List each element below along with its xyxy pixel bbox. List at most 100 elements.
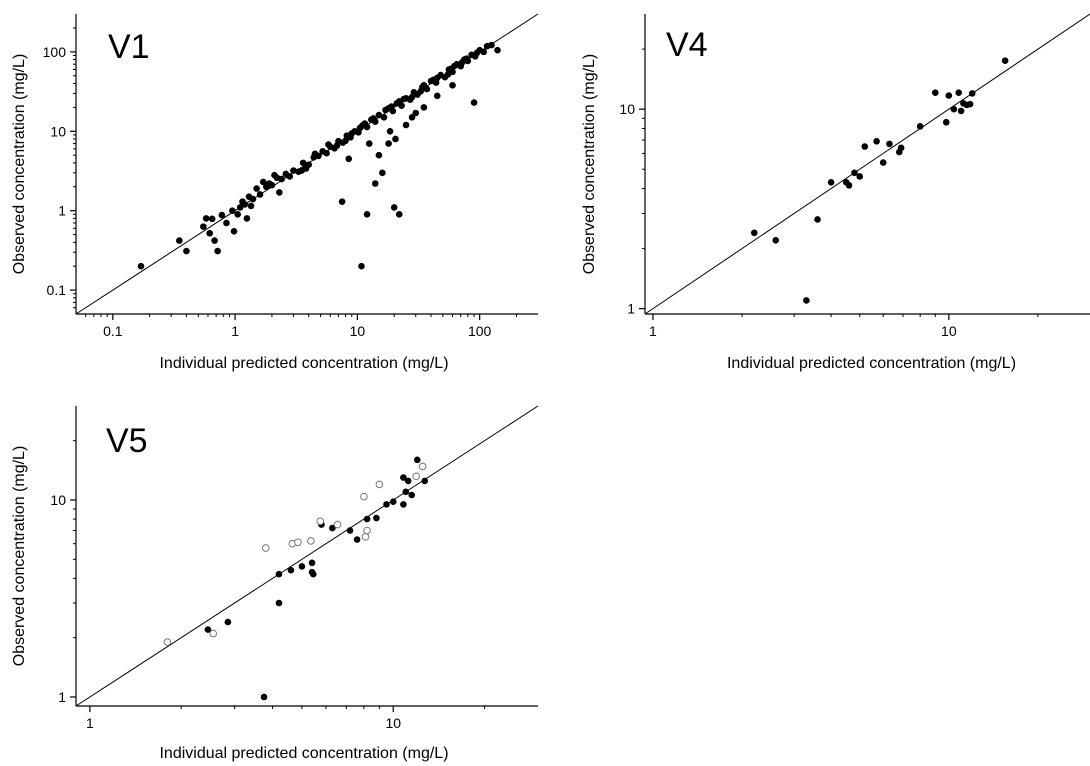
data-point — [353, 536, 361, 543]
data-point — [275, 599, 283, 607]
open-data-point — [163, 638, 172, 646]
data-point — [308, 559, 316, 567]
data-point — [230, 228, 238, 235]
open-data-point — [209, 629, 218, 638]
x-axis-label: Individual predicted concentration (mg/L… — [159, 355, 448, 372]
panel-label: V4 — [666, 26, 708, 64]
data-point — [298, 563, 306, 570]
y-tick-label: 1 — [58, 203, 66, 219]
data-point — [772, 237, 780, 244]
data-point — [260, 693, 268, 701]
data-point — [463, 55, 470, 63]
open-data-point — [375, 480, 384, 489]
data-point — [417, 87, 425, 95]
data-point — [333, 142, 341, 149]
data-point — [385, 140, 392, 147]
data-point — [243, 215, 251, 222]
data-point — [253, 185, 260, 192]
y-tick-label: 100 — [43, 44, 67, 60]
data-point — [395, 211, 403, 218]
open-data-point — [363, 526, 371, 535]
data-point — [873, 138, 880, 145]
data-point — [204, 626, 212, 633]
data-point — [256, 191, 264, 198]
data-point — [375, 151, 383, 159]
data-point — [750, 229, 758, 237]
panel-v5: 1 10 1 10 V5 Individual predicted concentrati… — [11, 405, 539, 762]
data-point — [290, 167, 297, 174]
y-axis-label: Observed concentration (mg/L) — [11, 54, 28, 275]
data-point — [176, 237, 183, 244]
data-point — [851, 169, 858, 177]
x-tick-label: 100 — [468, 323, 492, 339]
data-point — [229, 207, 236, 214]
data-point — [814, 216, 821, 223]
data-point — [420, 104, 428, 111]
data-point — [931, 89, 939, 96]
y-axis-label: Observed concentration (mg/L) — [11, 446, 28, 667]
y-tick-label: 1 — [627, 301, 635, 317]
open-data-point — [307, 537, 315, 545]
open-data-point — [412, 472, 420, 481]
data-point — [916, 123, 924, 130]
data-point — [408, 491, 415, 499]
data-point — [365, 140, 373, 147]
data-point — [402, 121, 410, 129]
data-point — [358, 262, 365, 270]
x-axis-label: Individual predicted concentration (mg/L… — [159, 745, 448, 762]
data-point — [218, 211, 226, 219]
data-point — [271, 171, 278, 179]
data-point — [413, 456, 421, 464]
x-axis-label: Individual predicted concentration (mg/L… — [727, 355, 1016, 372]
data-point — [224, 618, 232, 626]
data-point — [400, 95, 408, 103]
x-tick-label: 10 — [941, 323, 957, 339]
data-point — [325, 141, 332, 148]
data-point — [408, 93, 416, 101]
data-point — [390, 204, 398, 211]
data-point — [259, 178, 267, 186]
data-point — [223, 219, 230, 227]
data-point — [392, 135, 399, 143]
data-point — [861, 143, 869, 150]
data-point — [480, 48, 488, 56]
y-tick-label: 0.1 — [47, 282, 67, 298]
data-point — [957, 107, 965, 115]
data-point — [379, 169, 386, 177]
data-point — [447, 65, 455, 73]
data-point — [886, 140, 893, 148]
data-point — [408, 114, 416, 121]
panel-v1: 0.1 1 10 100 0.1 1 10 100 V1 Individual predicted… — [11, 13, 539, 372]
data-point — [380, 114, 388, 121]
open-data-point — [333, 520, 342, 529]
data-point — [211, 237, 218, 244]
open-data-point — [361, 533, 370, 541]
open-data-point — [294, 538, 302, 547]
data-point — [494, 46, 501, 54]
x-tick-label: 10 — [350, 323, 366, 339]
data-point — [346, 527, 354, 534]
panel-label: V1 — [108, 28, 150, 66]
data-point — [356, 124, 364, 132]
data-point — [421, 477, 429, 485]
y-tick-label: 10 — [619, 101, 635, 117]
data-point — [348, 130, 356, 137]
data-point — [276, 189, 283, 196]
data-point — [202, 215, 210, 222]
data-point — [404, 477, 412, 485]
data-point — [386, 127, 394, 135]
data-point — [363, 515, 371, 523]
open-data-point — [316, 517, 325, 526]
data-point — [400, 501, 407, 508]
data-point — [942, 118, 950, 126]
data-point — [966, 100, 974, 108]
data-point — [247, 202, 255, 210]
data-point — [420, 81, 428, 89]
data-point — [342, 137, 349, 145]
data-point — [249, 195, 257, 203]
data-point — [265, 180, 273, 187]
panel-label: V5 — [106, 422, 148, 460]
data-point — [373, 514, 380, 522]
data-point — [968, 90, 976, 97]
y-tick-label: 10 — [50, 492, 66, 508]
